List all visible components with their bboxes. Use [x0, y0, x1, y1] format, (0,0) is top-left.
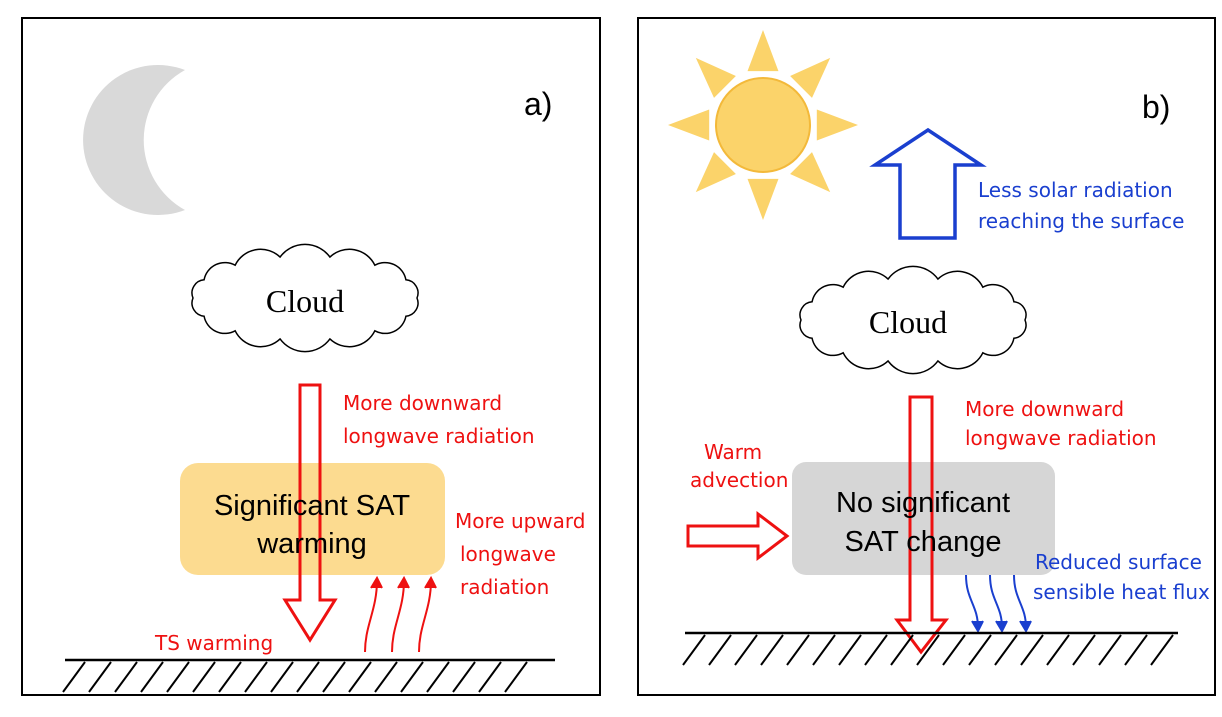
panel-label: a)	[524, 86, 552, 122]
hatch	[478, 661, 502, 693]
sun-ray	[695, 152, 736, 193]
hatch	[218, 661, 242, 693]
hatch	[296, 661, 320, 693]
sun-ray	[668, 109, 710, 141]
hatch	[322, 661, 346, 693]
sun-ray	[790, 152, 831, 193]
hatch	[734, 634, 758, 666]
hatch	[504, 661, 528, 693]
annotation: More upward	[455, 509, 586, 533]
panel-frame	[637, 17, 1216, 696]
hatch	[1020, 634, 1044, 666]
annotation: More downward	[343, 391, 502, 415]
solar-arrow	[869, 127, 987, 240]
cloud-shape	[191, 243, 419, 353]
arrow	[418, 579, 432, 653]
cloud	[191, 243, 419, 353]
cloud-shape	[799, 265, 1027, 375]
hatch	[244, 661, 268, 693]
hatch	[812, 634, 836, 666]
arrow	[965, 574, 979, 629]
hatch	[916, 634, 940, 666]
panel-label: b)	[1142, 89, 1170, 125]
hatch	[1098, 634, 1122, 666]
cloud-label: Cloud	[869, 304, 947, 340]
hatch	[1150, 634, 1174, 666]
arrow-head	[971, 620, 984, 634]
arrow-head	[424, 575, 437, 589]
hatch	[452, 661, 476, 693]
sat-box	[792, 462, 1055, 575]
annotation: More downward	[965, 397, 1124, 421]
hatch	[114, 661, 138, 693]
hatch	[374, 661, 398, 693]
annotation: longwave	[460, 542, 556, 566]
box-text: Significant SAT	[214, 490, 410, 522]
hatch	[942, 634, 966, 666]
hatch	[270, 661, 294, 693]
sun-disc	[715, 77, 811, 173]
annotation: Warm	[704, 440, 762, 464]
sun-ray	[747, 30, 779, 72]
box-text: No significant	[836, 487, 1010, 519]
sun-ray	[695, 57, 736, 98]
arrow-head	[370, 575, 383, 589]
hatch	[1124, 634, 1148, 666]
hatch	[348, 661, 372, 693]
arrow	[989, 574, 1003, 629]
downward-arrow	[894, 395, 950, 655]
hatch	[760, 634, 784, 666]
sun-ray	[816, 109, 858, 141]
hatch	[994, 634, 1018, 666]
hatch	[400, 661, 424, 693]
hatch	[192, 661, 216, 693]
hatch	[838, 634, 862, 666]
panel-frame	[21, 17, 601, 696]
annotation: Less solar radiation	[978, 178, 1173, 202]
annotation: TS warming	[154, 631, 273, 655]
arrow	[1013, 574, 1027, 629]
hatch	[426, 661, 450, 693]
hatch	[1046, 634, 1070, 666]
cloud	[799, 265, 1027, 375]
sun	[668, 30, 858, 220]
annotation: sensible heat flux	[1033, 580, 1210, 604]
annotation: reaching the surface	[978, 209, 1184, 233]
hatch	[62, 661, 86, 693]
arrow-head	[995, 620, 1008, 634]
annotation: Reduced surface	[1035, 550, 1202, 574]
hatch	[786, 634, 810, 666]
hatch	[166, 661, 190, 693]
arrow-head	[1019, 620, 1032, 634]
flux-arrows	[965, 574, 1032, 634]
arrow	[364, 579, 378, 653]
cloud-label: Cloud	[266, 283, 344, 319]
box-text: warming	[256, 528, 367, 560]
hatch	[708, 634, 732, 666]
arrow-head	[397, 575, 410, 589]
annotation: longwave radiation	[343, 424, 535, 448]
hatch	[88, 661, 112, 693]
arrow	[391, 579, 405, 653]
hatch	[968, 634, 992, 666]
box-text: SAT change	[845, 526, 1002, 558]
sun-ray	[790, 57, 831, 98]
annotation: radiation	[460, 575, 549, 599]
hatch	[1072, 634, 1096, 666]
annotation: advection	[690, 468, 788, 492]
ground-hatch	[682, 634, 1174, 666]
hatch	[682, 634, 706, 666]
sat-box	[180, 463, 445, 575]
hatch	[864, 634, 888, 666]
ground-hatch	[62, 661, 528, 693]
advection-arrow	[686, 510, 790, 562]
upward-arrows	[364, 575, 437, 653]
moon	[83, 64, 185, 216]
hatch	[890, 634, 914, 666]
sun-ray	[747, 178, 779, 220]
hatch	[140, 661, 164, 693]
downward-arrow	[282, 383, 338, 643]
annotation: longwave radiation	[965, 426, 1157, 450]
